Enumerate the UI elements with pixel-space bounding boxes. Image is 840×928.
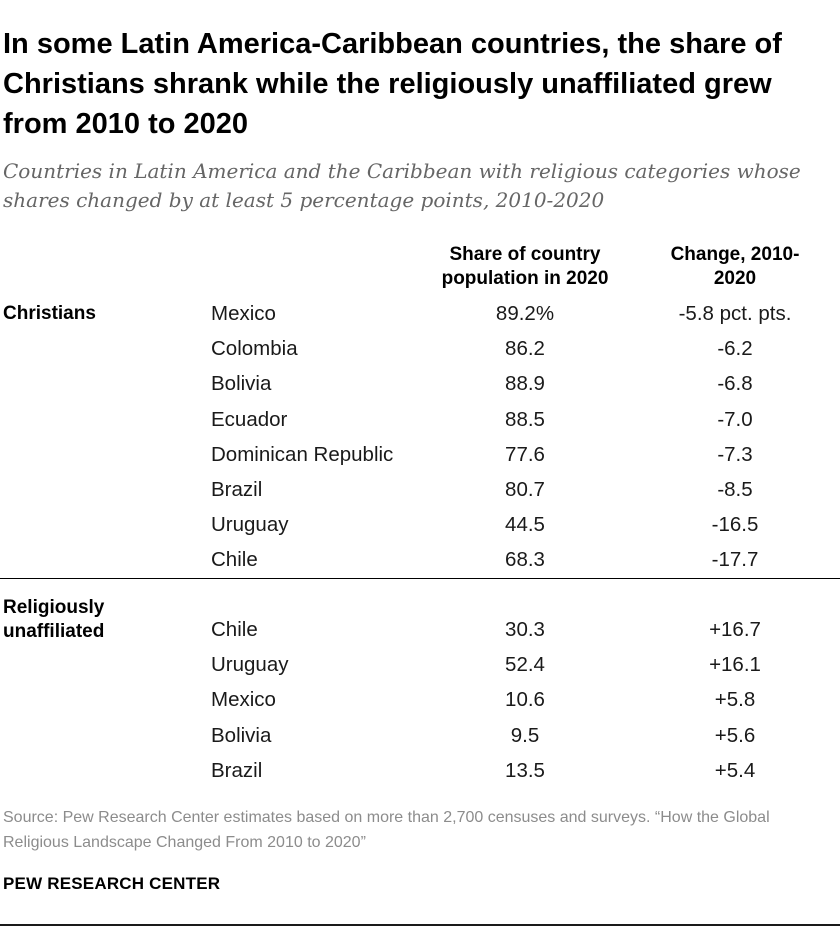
table-row: Dominican Republic 77.6 -7.3 [0,439,840,474]
share-cell: 86.2 [505,337,545,361]
pew-logo-text: PEW RESEARCH CENTER [3,874,221,893]
table-row: Bolivia 88.9 -6.8 [0,368,840,403]
table-row: Chile 30.3 +16.7 [0,614,840,649]
group-label-christians: Christians [3,303,96,324]
change-cell: +16.1 [709,653,761,677]
share-cell: 9.5 [510,723,540,747]
change-cell: -6.8 [717,372,753,396]
chart-title: In some Latin America-Caribbean countrie… [3,28,782,140]
change-cell: +5.6 [714,723,756,747]
table-row: Brazil 80.7 -8.5 [0,474,840,509]
share-cell: 88.9 [505,372,545,396]
change-cell: -5.8 pct. pts. [678,302,792,325]
country-cell: Uruguay [211,653,289,677]
change-cell: +16.7 [709,618,761,641]
change-cell: +5.4 [714,758,756,782]
group-label-unaffiliated: Religiously unaffiliated [3,597,105,642]
country-cell: Uruguay [211,513,289,537]
table-row: Bolivia 9.5 +5.6 [0,720,840,755]
table-row: Uruguay 44.5 -16.5 [0,509,840,544]
change-cell: -6.2 [717,337,753,361]
table-row: Mexico 10.6 +5.8 [0,684,840,719]
country-cell: Mexico [211,302,276,325]
column-header-change: Change, 2010-2020 [670,244,800,289]
column-header-share: Share of country population in 2020 [441,244,609,289]
share-cell: 68.3 [505,548,545,572]
change-cell: -7.0 [717,407,753,431]
table-row: Colombia 86.2 -6.2 [0,333,840,368]
table-row: Ecuador 88.5 -7.0 [0,404,840,439]
bottom-rule [0,924,840,926]
country-cell: Bolivia [211,372,272,396]
share-cell: 44.5 [505,513,545,537]
table-row: Mexico 89.2% -5.8 pct. pts. [0,298,840,333]
country-cell: Brazil [211,478,263,501]
country-cell: Colombia [211,337,298,361]
table-row: Uruguay 52.4 +16.1 [0,649,840,684]
share-cell: 10.6 [505,688,545,712]
country-cell: Mexico [211,688,276,712]
table-row: Brazil 13.5 +5.4 [0,755,840,790]
share-cell: 80.7 [505,478,545,501]
country-cell: Ecuador [211,407,288,431]
share-cell: 52.4 [505,653,545,677]
country-cell: Dominican Republic [211,442,394,466]
change-cell: -7.3 [717,442,753,466]
change-cell: -17.7 [711,548,759,572]
change-cell: -8.5 [717,478,753,501]
country-cell: Bolivia [211,723,272,747]
share-cell: 89.2% [495,302,555,325]
change-cell: -16.5 [711,513,759,537]
country-cell: Chile [211,548,258,572]
chart-subtitle: Countries in Latin America and the Carib… [3,159,801,212]
share-cell: 77.6 [505,442,545,466]
table-row: Chile 68.3 -17.7 [0,544,840,579]
change-cell: +5.8 [714,688,756,712]
source-note: Source: Pew Research Center estimates ba… [3,809,770,851]
country-cell: Brazil [211,758,263,782]
share-cell: 13.5 [505,758,545,782]
share-cell: 88.5 [505,407,545,431]
share-cell: 30.3 [505,618,545,641]
group-divider [0,578,840,579]
country-cell: Chile [211,618,258,641]
